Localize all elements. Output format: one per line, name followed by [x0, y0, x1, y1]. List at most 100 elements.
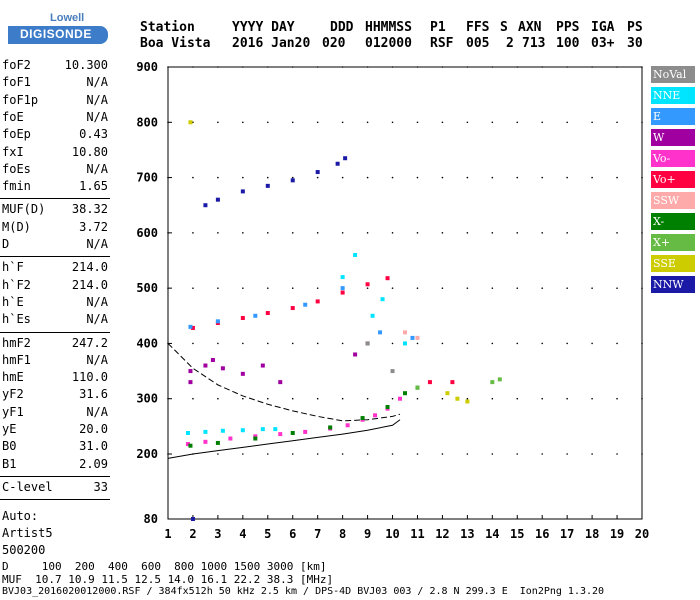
data-point-nnw [215, 197, 220, 202]
param-value: 31.0 [79, 439, 108, 454]
grid-dot [266, 342, 269, 345]
grid-dot [242, 397, 244, 400]
param-row: hmE 110.0 [2, 370, 108, 386]
param-name: yF1 [2, 404, 24, 419]
grid-dot [441, 66, 444, 68]
param-value: 31.6 [79, 387, 108, 402]
data-point-vo- [427, 380, 432, 385]
data-point-vo- [365, 282, 370, 287]
grid-dot [616, 453, 618, 455]
grid-dot [441, 342, 444, 345]
param-value: N/A [86, 75, 108, 90]
grid-dot [641, 121, 643, 124]
param-value: 1.65 [79, 179, 108, 194]
auto-scaling-text: 500200 [2, 543, 46, 558]
header-key: YYYY DAY [232, 20, 295, 35]
param-row: foEp 0.43 [2, 127, 108, 143]
param-row: B1 2.09 [2, 457, 108, 473]
grid-dot [366, 66, 369, 68]
data-point-nnw [315, 170, 320, 175]
y-tick-label: 200 [136, 447, 158, 461]
param-name: foF1p [2, 92, 39, 107]
param-value: 20.0 [79, 422, 108, 436]
grid-dot [441, 397, 444, 400]
grid-dot [316, 176, 319, 179]
grid-dot [591, 453, 593, 455]
x-tick-label: 15 [510, 527, 524, 541]
grid-dot [266, 397, 269, 400]
data-point-vo- [278, 432, 283, 437]
param-name: MUF(D) [2, 202, 46, 217]
data-point-vo- [228, 436, 233, 441]
grid-dot [391, 66, 394, 68]
param-row: h`Es N/A [2, 312, 108, 328]
grid-dot [217, 287, 219, 289]
x-tick-label: 12 [435, 527, 449, 541]
data-point-w [353, 352, 358, 357]
param-name: hmF2 [2, 335, 31, 350]
data-point-x- [415, 385, 420, 390]
grid-dot [341, 121, 344, 124]
param-name: hmF1 [2, 352, 31, 367]
grid-dot [516, 232, 519, 234]
data-point-nne [353, 252, 358, 257]
param-value: 38.32 [71, 202, 108, 217]
grid-dot [217, 66, 219, 68]
grid-dot [591, 121, 593, 124]
grid-dot [266, 176, 269, 179]
grid-dot [192, 232, 194, 234]
data-point-w [210, 358, 215, 363]
legend-item-x-: X+ [651, 234, 695, 251]
param-value: 214.0 [71, 260, 108, 275]
grid-dot [541, 397, 544, 400]
data-point-sse [188, 120, 193, 125]
param-value: 214.0 [71, 277, 108, 292]
param-row: yF2 31.6 [2, 387, 108, 403]
data-point-ssw [403, 330, 407, 335]
grid-dot [441, 453, 444, 455]
grid-dot [516, 287, 519, 289]
grid-dot [217, 232, 219, 234]
param-row: hmF2 247.2 [2, 336, 108, 352]
y-tick-label: 400 [136, 336, 158, 350]
data-point-x- [490, 380, 495, 385]
grid-dot [291, 232, 294, 234]
data-point-sse [455, 396, 460, 401]
data-point-vo- [253, 434, 258, 439]
x-tick-label: 9 [364, 527, 371, 541]
grid-dot [491, 232, 494, 234]
grid-dot [266, 453, 269, 455]
param-name: hmE [2, 370, 24, 385]
data-point-nnw [203, 203, 208, 208]
param-name: B1 [2, 456, 17, 471]
grid-dot [341, 66, 344, 68]
grid-dot [242, 121, 244, 124]
y-tick-label: 800 [136, 115, 158, 129]
data-point-nne [203, 429, 208, 434]
data-point-x- [328, 425, 333, 430]
data-point-vo- [315, 299, 320, 304]
grid-dot [491, 66, 494, 68]
grid-dot [416, 342, 419, 345]
grid-dot [616, 66, 618, 68]
grid-dot [391, 397, 394, 400]
grid-dot [291, 397, 294, 400]
grid-dot [366, 397, 369, 400]
param-row: foE N/A [2, 110, 108, 126]
grid-dot [541, 453, 544, 455]
data-point-w [188, 380, 193, 385]
data-point-vo- [240, 315, 245, 320]
param-value: N/A [86, 109, 108, 124]
param-row: yE 20.0 [2, 422, 108, 438]
grid-dot [641, 287, 643, 289]
grid-dot [466, 66, 469, 68]
data-point-w [240, 371, 245, 376]
param-value: N/A [86, 161, 108, 176]
legend-item-nne: NNE [651, 87, 695, 104]
data-point-nne [273, 427, 278, 432]
grid-dot [192, 66, 194, 68]
param-name: h`E [2, 294, 24, 309]
param-name: yF2 [2, 387, 24, 402]
grid-dot [416, 66, 419, 68]
grid-dot [641, 66, 643, 68]
